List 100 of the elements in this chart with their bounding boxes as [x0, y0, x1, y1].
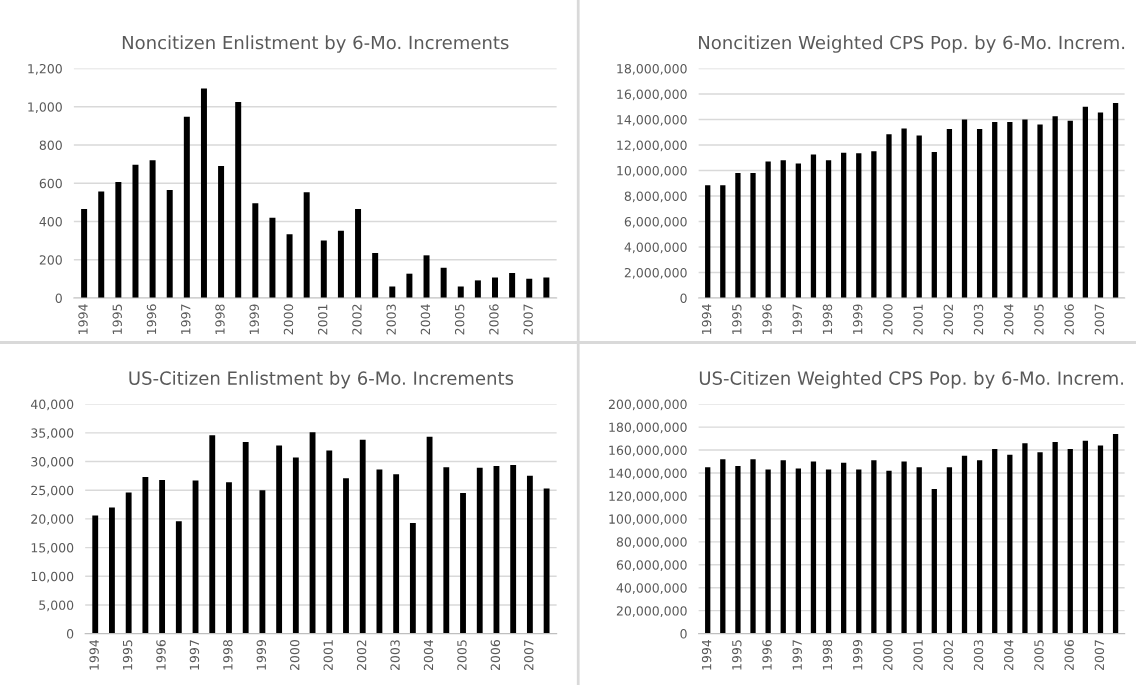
- bar: [443, 467, 450, 634]
- bar: [109, 507, 115, 634]
- bar: [1007, 122, 1013, 298]
- x-tick-label: 1999: [852, 640, 863, 670]
- x-tick-label: 2005: [457, 640, 467, 671]
- bar: [976, 460, 983, 634]
- bar: [1022, 443, 1028, 634]
- x-tick-label: 2006: [1064, 639, 1074, 671]
- y-tick-label: 0: [680, 293, 687, 303]
- bar: [372, 253, 379, 298]
- x-tick-label: 2002: [943, 640, 954, 671]
- bar: [825, 160, 832, 298]
- x-tick-label: 2002: [356, 640, 367, 671]
- x-tick-label: 2001: [913, 304, 923, 335]
- x-tick-label: 2007: [523, 304, 533, 335]
- y-tick-label: 800: [39, 140, 62, 150]
- bar: [1022, 119, 1028, 298]
- y-tick-label: 160,000,000: [609, 445, 687, 457]
- x-tick-label: 2004: [1004, 304, 1014, 335]
- y-tick-label: 15,000: [31, 543, 74, 554]
- bar: [543, 488, 550, 634]
- bar: [976, 129, 983, 298]
- bar: [1082, 106, 1089, 298]
- x-tick-label: 2003: [973, 304, 984, 335]
- x-tick-label: 2001: [913, 640, 923, 671]
- bar: [856, 469, 862, 634]
- y-tick-label: 30,000: [31, 456, 74, 468]
- x-tick-label: 1995: [122, 640, 133, 670]
- x-tick-label: 1994: [89, 639, 99, 670]
- bar: [720, 185, 726, 298]
- y-tick-label: 200: [39, 255, 62, 265]
- bar: [825, 469, 832, 634]
- bar: [841, 152, 847, 298]
- bar: [406, 273, 413, 298]
- bar: [1052, 442, 1058, 634]
- bar: [476, 467, 483, 634]
- x-tick-label: 1995: [112, 304, 122, 334]
- y-tick-label: 4,000,000: [624, 242, 687, 254]
- bar: [81, 209, 88, 298]
- x-tick-label: 2006: [1064, 304, 1074, 335]
- y-tick-label: 600: [39, 178, 62, 189]
- x-tick-label: 2005: [454, 304, 465, 335]
- chart-title: US-Citizen Weighted CPS Pop. by 6-Mo. Increm.: [699, 370, 1124, 389]
- y-tick-label: 0: [66, 629, 74, 639]
- x-tick-label: 1994: [78, 304, 88, 334]
- y-tick-label: 6,000,000: [624, 216, 687, 228]
- bar: [132, 164, 139, 298]
- bar: [252, 203, 259, 298]
- x-tick-label: 1996: [146, 304, 157, 334]
- bar: [183, 116, 190, 298]
- x-tick-label: 2003: [973, 640, 984, 671]
- bar: [474, 280, 481, 298]
- chart-title: Noncitizen Enlistment by 6-Mo. Increments: [122, 35, 509, 53]
- x-tick-label: 1996: [762, 639, 772, 670]
- bar: [1112, 433, 1119, 634]
- bar: [423, 255, 430, 298]
- bar: [242, 442, 249, 634]
- bar: [355, 209, 362, 298]
- bar: [931, 152, 937, 298]
- x-tick-label: 2007: [1094, 640, 1105, 671]
- y-tick-label: 0: [55, 293, 62, 303]
- y-tick-label: 0: [680, 629, 687, 639]
- x-tick-label: 1996: [156, 639, 166, 670]
- bar: [1067, 120, 1073, 298]
- bar: [115, 181, 122, 298]
- x-tick-label: 2005: [1034, 304, 1044, 335]
- bar: [765, 469, 771, 634]
- bar: [326, 450, 333, 634]
- bar: [125, 492, 132, 634]
- bar: [149, 160, 156, 298]
- x-tick-label: 2002: [943, 304, 954, 335]
- bar: [98, 191, 105, 298]
- bar: [526, 475, 533, 634]
- bar: [705, 185, 711, 298]
- bar: [409, 522, 416, 634]
- bar: [510, 464, 517, 634]
- bar: [901, 128, 907, 298]
- bar: [856, 153, 862, 298]
- bar: [303, 192, 310, 298]
- y-tick-label: 1,200: [28, 63, 62, 75]
- bar: [750, 459, 756, 634]
- chart-title: Noncitizen Weighted CPS Pop. by 6-Mo. Increm.: [699, 35, 1125, 53]
- y-tick-label: 200,000,000: [608, 399, 687, 411]
- bar: [269, 217, 276, 298]
- bar: [259, 490, 266, 634]
- x-tick-label: 1998: [822, 304, 833, 334]
- bar: [916, 135, 922, 298]
- bar: [871, 460, 877, 634]
- x-tick-label: 2006: [490, 639, 501, 671]
- bar: [320, 240, 327, 298]
- y-tick-label: 120,000,000: [609, 491, 687, 503]
- bar: [1037, 452, 1043, 634]
- y-tick-label: 140,000,000: [609, 468, 687, 480]
- x-tick-label: 1999: [852, 304, 863, 334]
- bar: [1097, 445, 1104, 634]
- y-tick-label: 2,000,000: [624, 267, 687, 279]
- bar: [218, 166, 225, 298]
- y-tick-label: 20,000: [31, 514, 74, 526]
- y-tick-label: 20,000,000: [616, 606, 687, 617]
- y-tick-label: 1,000: [28, 102, 62, 113]
